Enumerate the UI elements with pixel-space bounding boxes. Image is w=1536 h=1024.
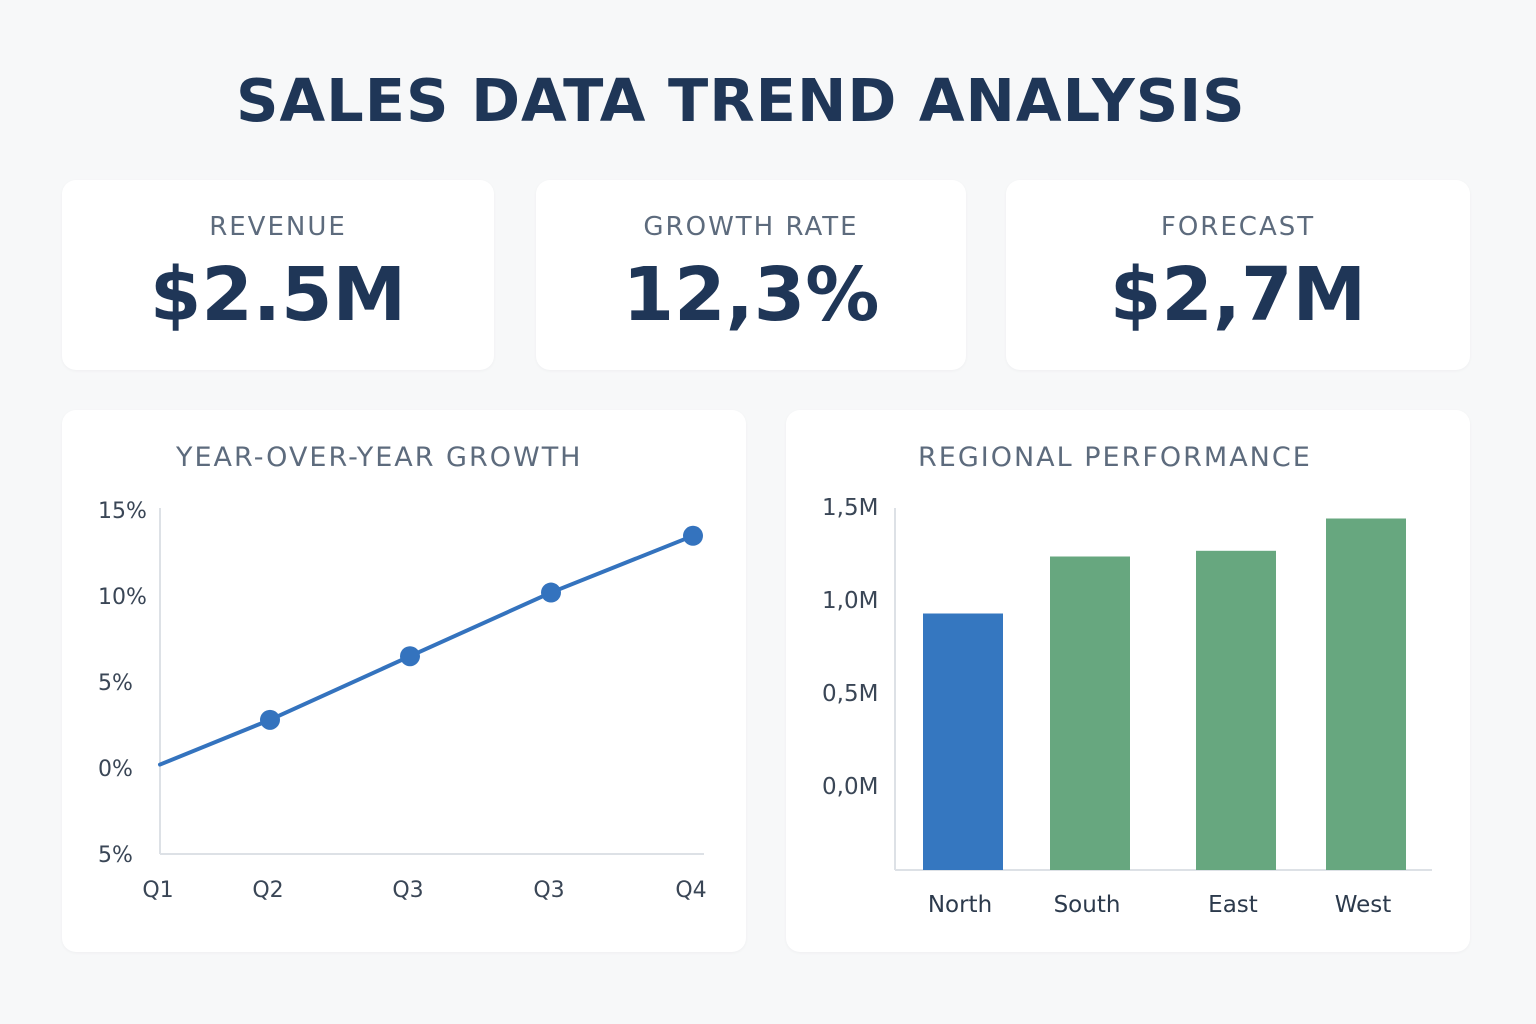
y-tick-label: 1,0M xyxy=(822,588,878,614)
y-tick-label: 15% xyxy=(98,499,147,524)
bar-east xyxy=(1196,550,1276,870)
kpi-value-growth-rate: 12,3% xyxy=(622,252,880,338)
x-tick-label: Q3 xyxy=(533,878,564,903)
growth-chart-title: YEAR-OVER-YEAR GROWTH xyxy=(176,442,583,473)
x-tick-label: Q3 xyxy=(392,878,423,903)
x-tick-label: Q1 xyxy=(142,878,173,903)
kpi-card-growth-rate: GROWTH RATE 12,3% xyxy=(536,180,966,370)
data-point xyxy=(260,709,280,730)
x-tick-label: North xyxy=(928,892,992,918)
series-line xyxy=(158,533,695,767)
kpi-value-forecast: $2,7M xyxy=(1109,252,1367,338)
data-point xyxy=(400,646,420,667)
y-tick-label: 5% xyxy=(98,843,133,868)
growth-line-chart: 15% 10% 5% 0% 5% Q1 Q2 Q3 Q3 Q4 xyxy=(98,499,707,903)
bar-north xyxy=(923,613,1003,870)
kpi-card-revenue: REVENUE $2.5M xyxy=(62,180,494,370)
y-tick-label: 1,5M xyxy=(822,495,878,521)
x-tick-label: Q2 xyxy=(252,878,283,903)
kpi-value-revenue: $2.5M xyxy=(149,252,407,338)
x-tick-label: East xyxy=(1208,892,1258,918)
x-tick-label: South xyxy=(1054,892,1121,918)
y-tick-label: 0,5M xyxy=(822,681,878,707)
bar-west xyxy=(1326,518,1406,870)
kpi-label-forecast: FORECAST xyxy=(1160,212,1316,242)
x-tick-label: West xyxy=(1335,892,1392,918)
data-point xyxy=(683,525,703,546)
kpi-label-growth-rate: GROWTH RATE xyxy=(643,212,859,242)
regional-bar-chart: 1,5M 1,0M 0,5M 0,0M North South East West xyxy=(822,495,1432,918)
y-tick-label: 10% xyxy=(98,585,147,610)
page-title: SALES DATA TREND ANALYSIS xyxy=(236,66,1246,135)
x-tick-label: Q4 xyxy=(675,878,706,903)
data-point xyxy=(541,582,561,603)
y-tick-label: 0,0M xyxy=(822,774,878,800)
y-tick-label: 0% xyxy=(98,757,133,782)
kpi-label-revenue: REVENUE xyxy=(209,212,347,242)
y-tick-label: 5% xyxy=(98,671,133,696)
regional-chart-title: REGIONAL PERFORMANCE xyxy=(918,442,1312,473)
bar-south xyxy=(1050,556,1130,870)
regional-chart-card: REGIONAL PERFORMANCE 1,5M 1,0M 0,5M 0,0M Nor… xyxy=(786,410,1470,952)
kpi-card-forecast: FORECAST $2,7M xyxy=(1006,180,1470,370)
growth-chart-card: YEAR-OVER-YEAR GROWTH 15% 10% 5% 0% 5% Q1 Q2 Q3… xyxy=(62,410,746,952)
